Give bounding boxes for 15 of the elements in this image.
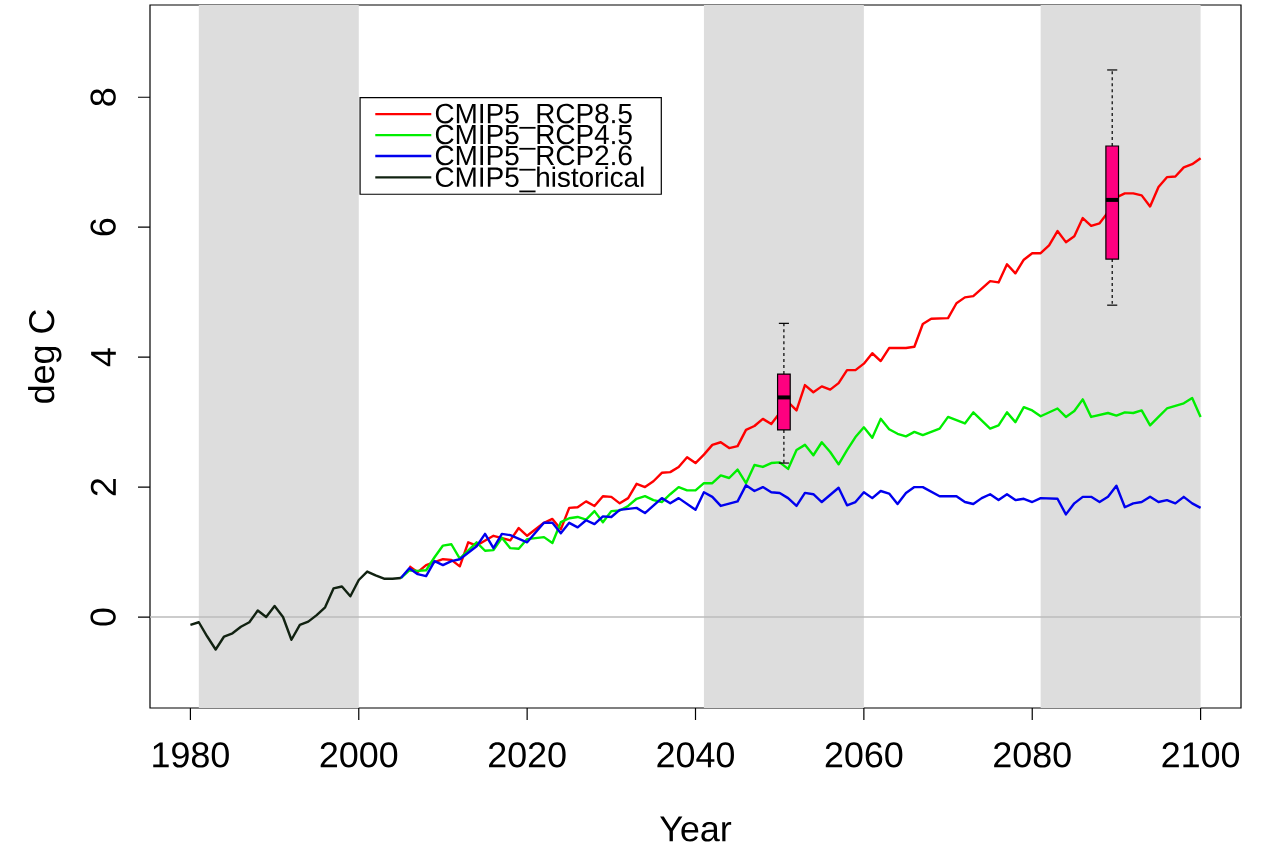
- x-tick-label: 2060: [825, 742, 903, 768]
- x-tick-label: 2040: [657, 742, 734, 768]
- x-tick-label: 2000: [320, 742, 398, 768]
- y-axis-title: deg C: [28, 310, 62, 403]
- line-series: [189, 570, 403, 651]
- x-tick-label: 2020: [489, 742, 566, 768]
- y-tick-label: 8: [90, 88, 116, 106]
- y-tick-label: 0: [90, 608, 116, 626]
- y-tick-label: 4: [91, 348, 116, 367]
- x-axis-title: Year: [660, 816, 732, 842]
- y-tick-label: 2: [90, 478, 116, 496]
- x-tick-label: 2100: [1162, 742, 1240, 768]
- y-tick-label: 6: [90, 218, 116, 236]
- x-tick-label: 1980: [153, 742, 229, 768]
- x-tick-label: 2080: [994, 742, 1071, 768]
